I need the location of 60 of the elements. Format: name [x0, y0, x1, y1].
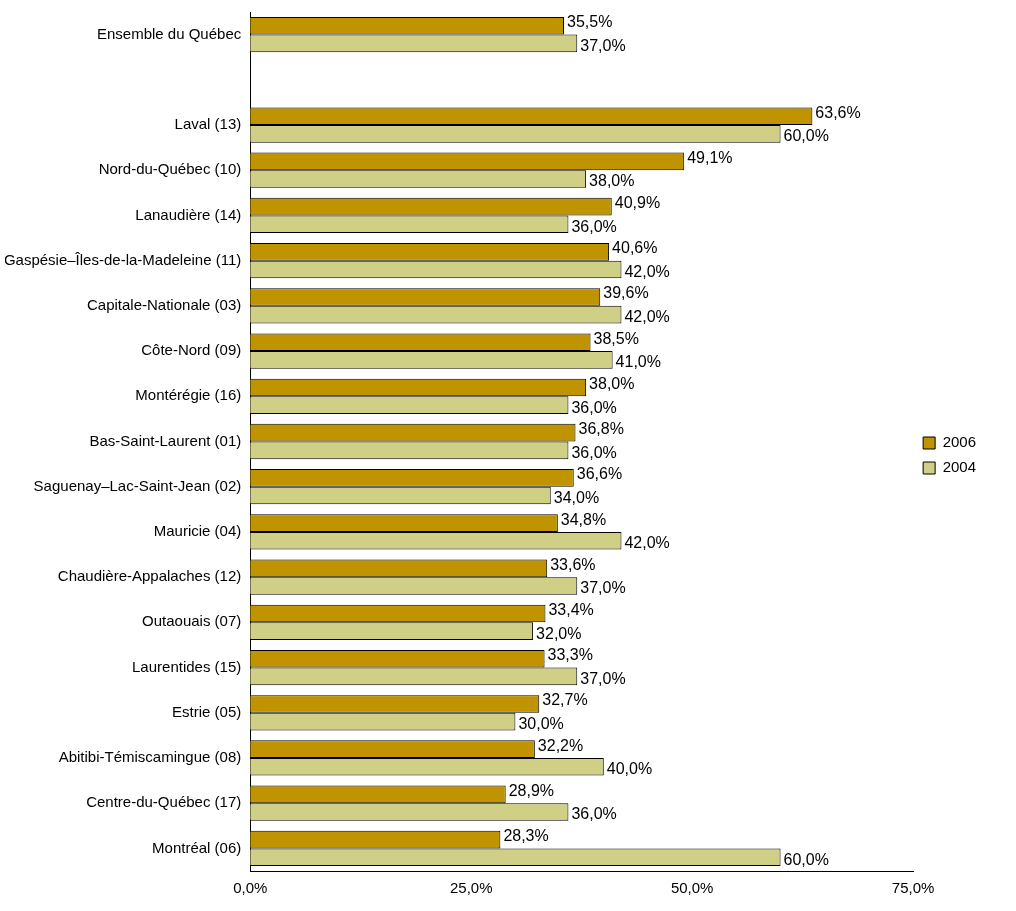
legend-label: 2006 [942, 433, 977, 451]
data-label: 36,8% [578, 420, 624, 438]
y-tick-label: Lanaudière (14) [135, 205, 242, 223]
y-tick-label: Chaudière-Appalaches (12) [57, 567, 242, 585]
y-tick-label: Estrie (05) [172, 702, 242, 720]
data-label: 49,1% [687, 148, 733, 166]
data-label: 38,5% [593, 329, 639, 347]
data-label: 42,0% [624, 262, 670, 280]
y-tick-label: Saguenay–Lac-Saint-Jean (02) [33, 476, 242, 494]
data-label: 42,0% [624, 308, 670, 326]
x-tick-label: 75,0% [891, 879, 935, 897]
y-tick-label: Côte-Nord (09) [141, 341, 242, 359]
y-tick-label: Montréal (06) [152, 838, 242, 856]
data-label: 60,0% [783, 127, 829, 145]
data-label: 40,9% [614, 194, 661, 212]
data-label: 60,0% [783, 850, 829, 868]
data-label: 35,5% [567, 13, 613, 31]
data-label: 32,0% [536, 624, 582, 642]
y-tick-label: Gaspésie–Îles-de-la-Madeleine (11) [3, 250, 242, 268]
data-label: 40,0% [606, 760, 653, 778]
y-tick-label: Ensemble du Québec [96, 24, 242, 42]
data-label: 63,6% [815, 103, 861, 121]
y-tick-label: Bas-Saint-Laurent (01) [89, 431, 242, 449]
data-label: 36,0% [571, 398, 617, 416]
data-label: 42,0% [624, 534, 670, 552]
data-label: 33,6% [550, 555, 596, 573]
data-label: 36,6% [576, 465, 623, 483]
y-tick-label: Montérégie (16) [135, 386, 242, 404]
data-label: 34,0% [553, 488, 600, 506]
data-label: 28,3% [503, 826, 549, 844]
data-label: 28,9% [508, 781, 555, 799]
y-tick-label: Mauricie (04) [153, 522, 242, 540]
y-tick-label: Laurentides (15) [132, 657, 242, 675]
data-label: 33,4% [548, 600, 594, 618]
x-tick-label: 0,0% [233, 879, 268, 897]
data-label: 37,0% [580, 579, 626, 597]
y-tick-label: Laval (13) [174, 115, 242, 133]
y-tick-label: Outaouais (07) [142, 612, 242, 630]
data-label: 32,2% [537, 736, 584, 754]
x-tick-label: 25,0% [449, 879, 493, 897]
data-label: 37,0% [580, 36, 626, 54]
data-label: 34,8% [560, 510, 607, 528]
data-label: 33,3% [547, 646, 593, 664]
data-label: 37,0% [580, 669, 626, 687]
y-tick-label: Abitibi-Témiscamingue (08) [58, 748, 242, 766]
data-label: 38,0% [589, 374, 635, 392]
data-label: 41,0% [615, 353, 661, 371]
y-tick-label: Centre-du-Québec (17) [86, 793, 242, 811]
data-label: 32,7% [542, 691, 588, 709]
data-label: 39,6% [603, 284, 649, 302]
data-label: 36,0% [571, 217, 617, 235]
data-label: 38,0% [589, 172, 635, 190]
data-label: 30,0% [518, 714, 564, 732]
legend-label: 2004 [942, 458, 977, 476]
data-label: 36,0% [571, 443, 617, 461]
data-label: 40,6% [612, 239, 658, 257]
y-tick-label: Nord-du-Québec (10) [98, 160, 242, 178]
data-label: 36,0% [571, 805, 617, 823]
x-tick-label: 50,0% [670, 879, 714, 897]
y-tick-label: Capitale-Nationale (03) [87, 296, 242, 314]
